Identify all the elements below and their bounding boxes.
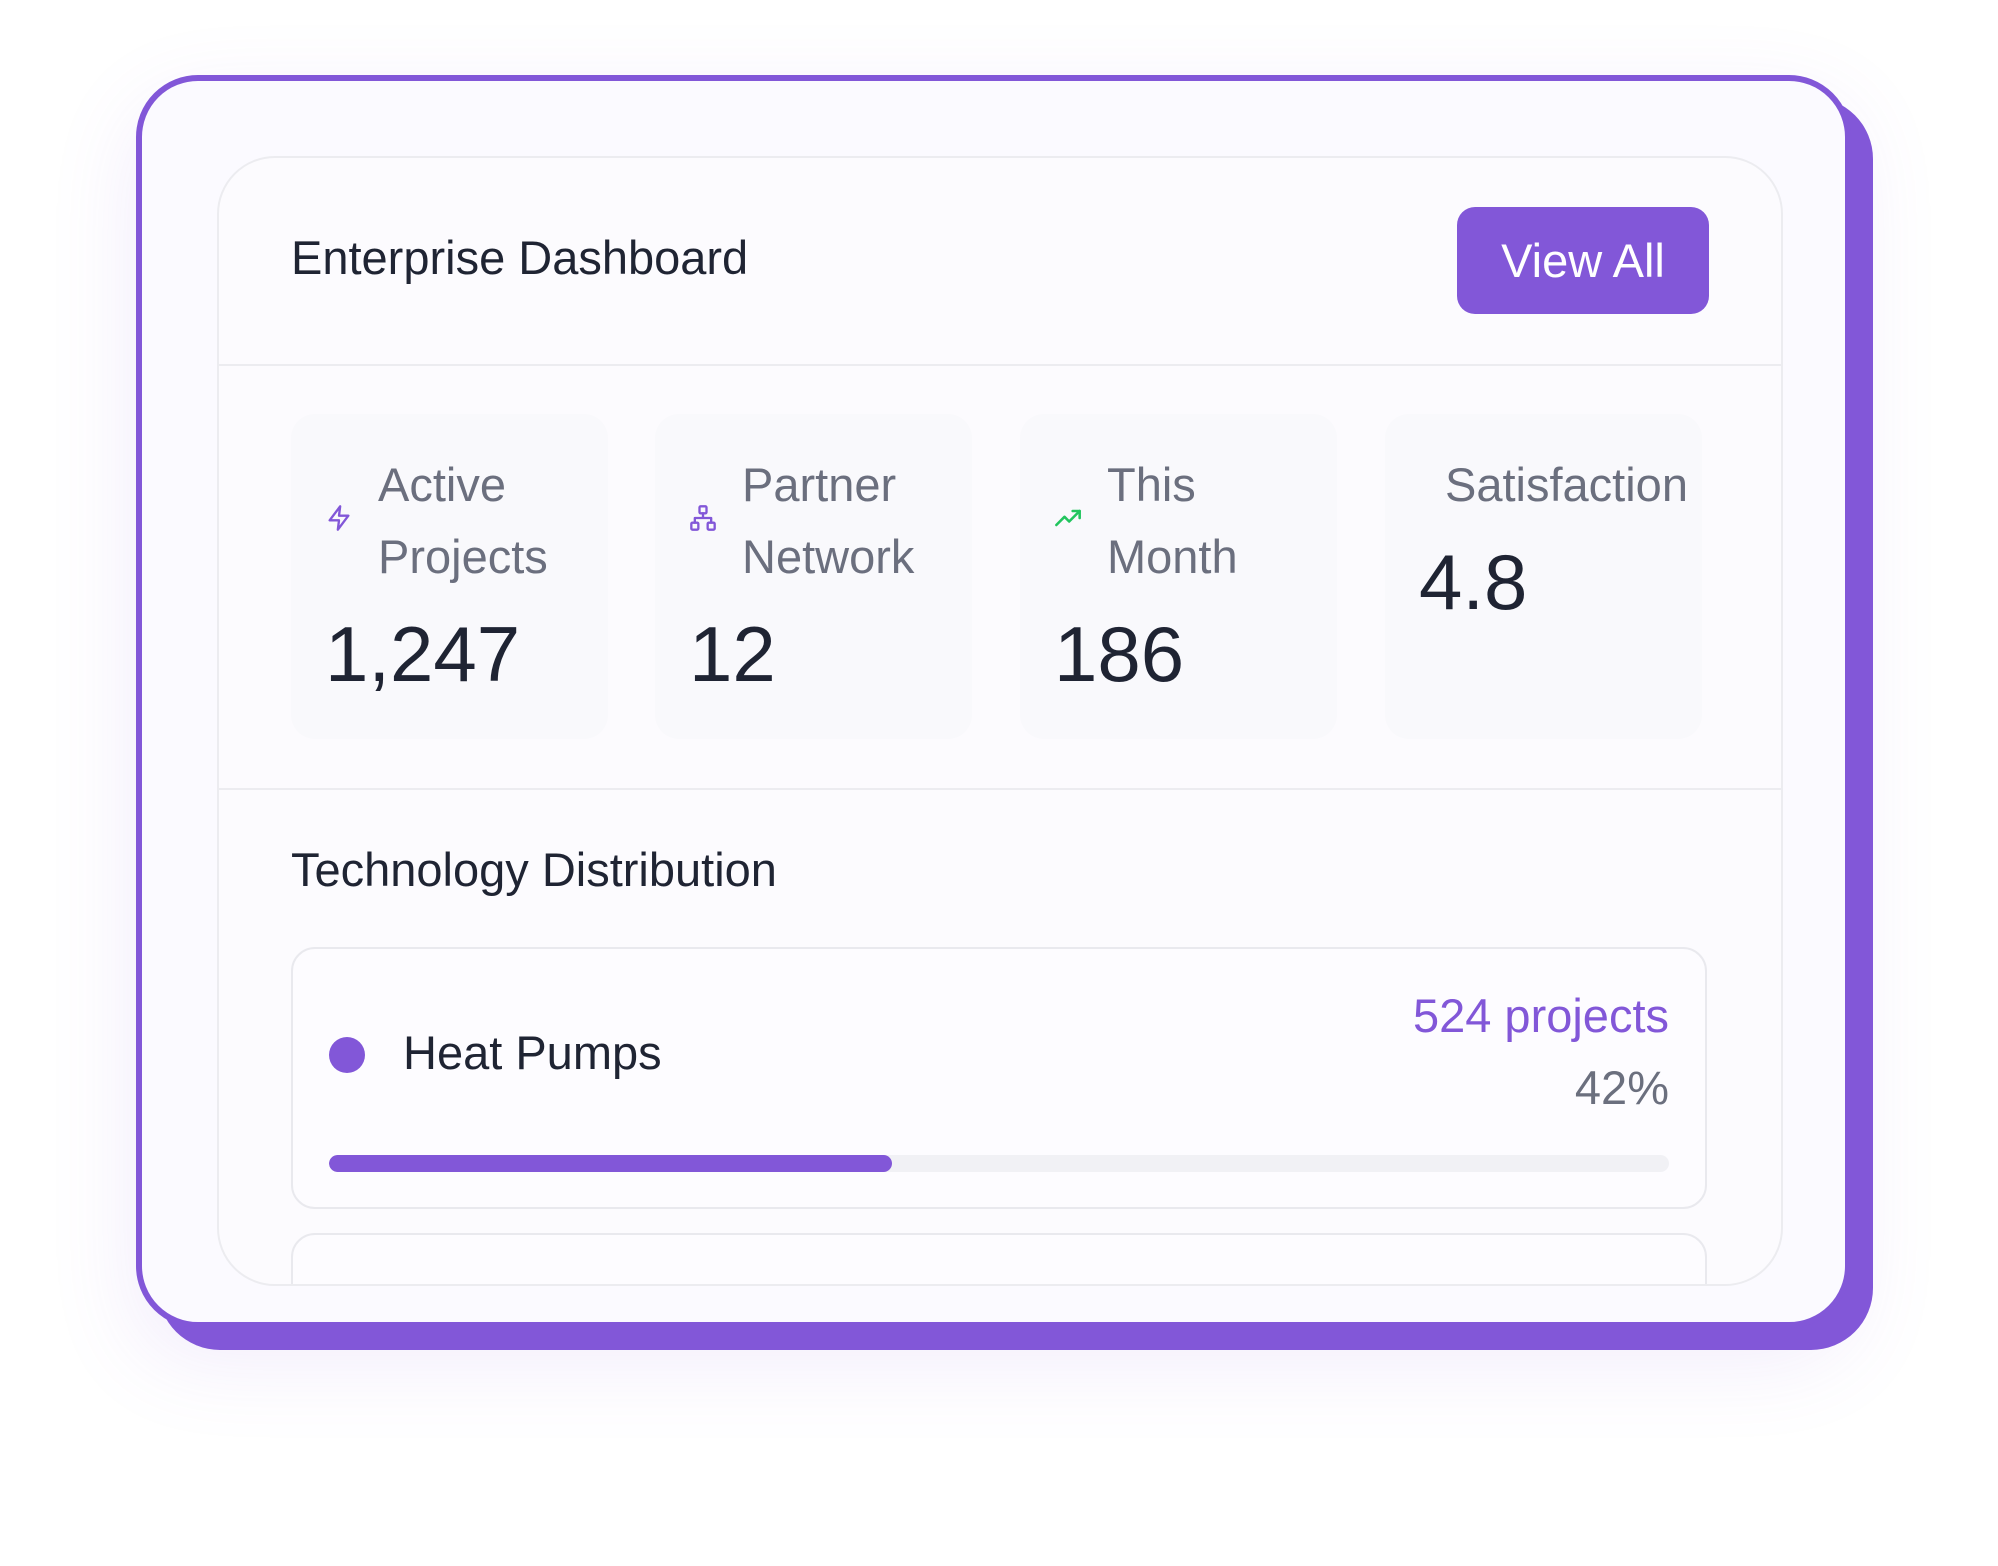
tech-project-count: 524 projects [1412, 989, 1669, 1042]
dot-icon [329, 1037, 365, 1073]
dashboard-frame: Enterprise Dashboard View All Active Pro… [136, 75, 1851, 1328]
network-icon [690, 505, 716, 531]
tech-item-heat-pumps: Heat Pumps 524 projects 42% [291, 947, 1707, 1209]
dashboard-card: Enterprise Dashboard View All Active Pro… [217, 156, 1783, 1286]
stat-card-satisfaction: Satisfaction 4.8 [1385, 414, 1702, 739]
stats-row: Active Projects 1,247 Partner Network 12 [219, 366, 1781, 790]
stat-label: This Month [1107, 458, 1238, 583]
tech-name: Heat Pumps [403, 1026, 662, 1079]
section-title: Technology Distribution [291, 843, 777, 896]
stat-card-active-projects: Active Projects 1,247 [291, 414, 608, 739]
progress-fill [329, 1155, 892, 1172]
page-title: Enterprise Dashboard [291, 231, 749, 284]
tech-percent: 42% [1574, 1061, 1669, 1114]
progress-track [329, 1155, 1669, 1172]
trending-up-icon [1055, 509, 1081, 527]
stat-label: Satisfaction [1445, 458, 1688, 511]
stat-label: Active Projects [378, 458, 548, 583]
stat-value: 186 [1054, 610, 1185, 698]
view-all-button[interactable]: View All [1457, 207, 1709, 314]
stat-value: 12 [689, 610, 776, 698]
stat-card-this-month: This Month 186 [1020, 414, 1337, 739]
lightning-icon [328, 505, 350, 531]
card-header: Enterprise Dashboard View All [219, 158, 1781, 366]
tech-item-partial [291, 1233, 1707, 1284]
stat-value: 1,247 [325, 610, 521, 698]
stat-card-partner-network: Partner Network 12 [655, 414, 972, 739]
stat-label: Partner Network [742, 458, 915, 583]
stat-value: 4.8 [1419, 538, 1528, 626]
